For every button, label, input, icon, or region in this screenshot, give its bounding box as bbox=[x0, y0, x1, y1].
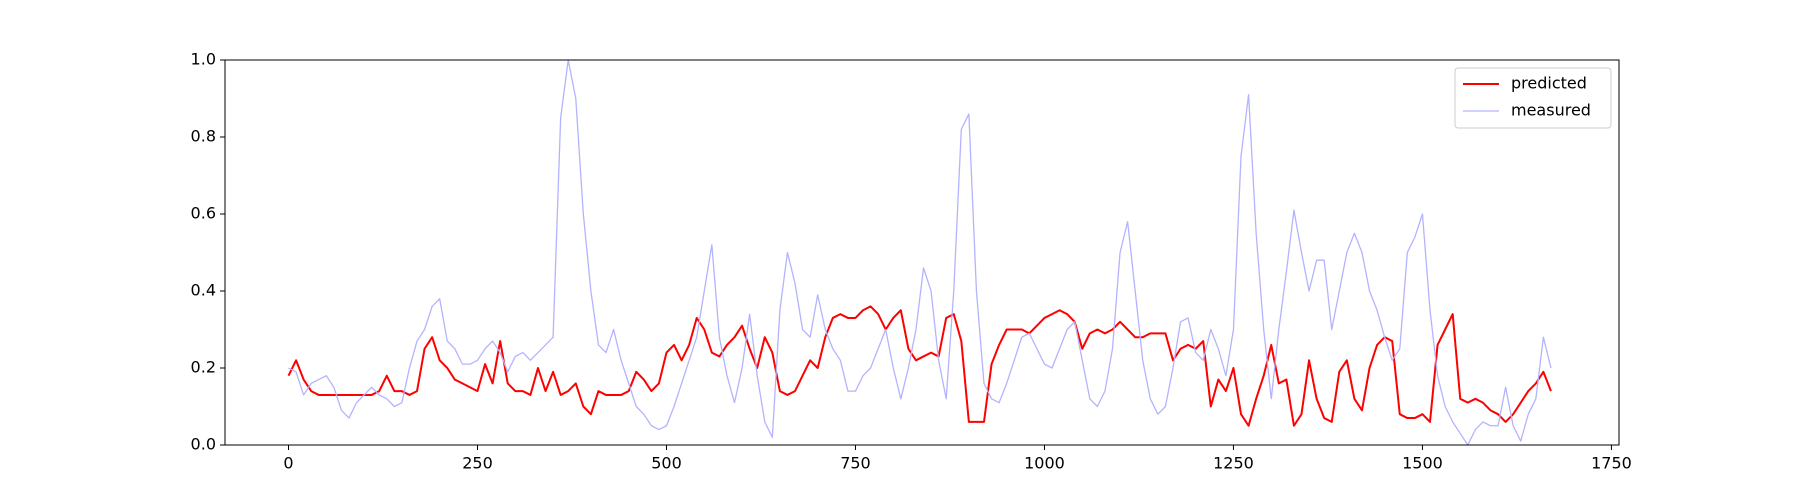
y-tick-label: 0.6 bbox=[191, 204, 216, 223]
x-tick-label: 750 bbox=[840, 454, 871, 473]
x-tick-label: 250 bbox=[462, 454, 493, 473]
y-tick-label: 1.0 bbox=[191, 50, 216, 69]
y-tick-label: 0.2 bbox=[191, 358, 216, 377]
legend-label: measured bbox=[1511, 101, 1591, 120]
legend-label: predicted bbox=[1511, 74, 1587, 93]
axes-frame bbox=[224, 59, 1620, 446]
series-line bbox=[288, 60, 1552, 445]
y-tick-label: 0.8 bbox=[191, 127, 216, 146]
x-tick-label: 1750 bbox=[1591, 454, 1632, 473]
x-tick-label: 1500 bbox=[1402, 454, 1443, 473]
plot-area bbox=[287, 60, 1552, 445]
x-tick-label: 1000 bbox=[1024, 454, 1065, 473]
y-tick-label: 0.4 bbox=[191, 281, 216, 300]
x-tick-label: 1250 bbox=[1213, 454, 1254, 473]
y-tick-label: 0.0 bbox=[191, 435, 216, 454]
x-tick-label: 0 bbox=[283, 454, 293, 473]
series-line bbox=[287, 305, 1552, 427]
x-tick-label: 500 bbox=[651, 454, 682, 473]
